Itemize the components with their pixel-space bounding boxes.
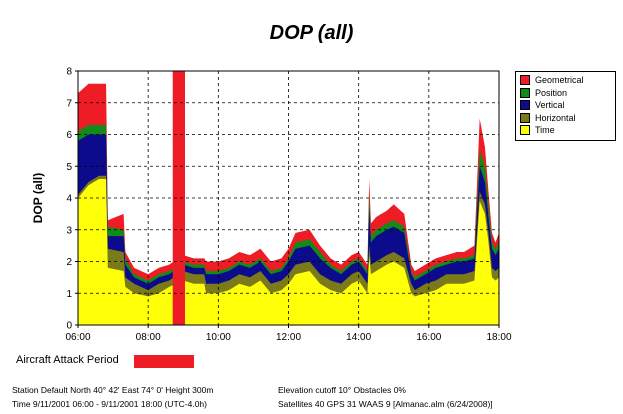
legend: Geometrical Position Vertical Horizontal Tim… bbox=[515, 71, 616, 141]
legend-item: Position bbox=[520, 87, 611, 100]
y-tick-label: 7 bbox=[66, 98, 72, 109]
x-tick-label: 12:00 bbox=[276, 332, 301, 343]
y-tick-label: 6 bbox=[66, 130, 72, 141]
legend-swatch bbox=[520, 112, 530, 123]
legend-swatch bbox=[520, 87, 530, 98]
y-tick-label: 1 bbox=[66, 289, 72, 300]
x-tick-label: 06:00 bbox=[65, 332, 90, 343]
y-tick-label: 8 bbox=[66, 67, 72, 78]
y-tick-label: 4 bbox=[66, 194, 72, 205]
legend-swatch bbox=[520, 75, 530, 86]
legend-label: Time bbox=[535, 125, 555, 136]
y-tick-label: 0 bbox=[66, 321, 72, 332]
attack-period-label: Aircraft Attack Period bbox=[16, 354, 119, 366]
y-tick-label: 5 bbox=[66, 162, 72, 173]
footer-satellites: Satellites 40 GPS 31 WAAS 9 [Almanac.alm… bbox=[278, 399, 493, 409]
legend-label: Vertical bbox=[535, 100, 565, 111]
legend-item: Geometrical bbox=[520, 74, 611, 87]
legend-label: Position bbox=[535, 87, 568, 98]
y-tick-label: 2 bbox=[66, 257, 72, 268]
x-tick-label: 08:00 bbox=[136, 332, 161, 343]
chart-title: DOP (all) bbox=[269, 22, 354, 44]
y-tick-label: 3 bbox=[66, 225, 72, 236]
legend-label: Horizontal bbox=[535, 112, 576, 123]
grid-layer bbox=[78, 71, 499, 325]
x-tick-label: 14:00 bbox=[346, 332, 371, 343]
legend-swatch bbox=[520, 100, 530, 111]
legend-item: Horizontal bbox=[520, 112, 611, 125]
y-axis-label: DOP (all) bbox=[31, 173, 45, 223]
footer-elevation: Elevation cutoff 10° Obstacles 0% bbox=[278, 385, 406, 395]
x-tick-label: 18:00 bbox=[486, 332, 511, 343]
tick-layer: 06:00 08:00 10:00 12:00 14:00 16:00 18:00 0 1 2 3 4… bbox=[65, 67, 511, 344]
legend-label: Geometrical bbox=[535, 75, 584, 86]
legend-item: Time bbox=[520, 124, 611, 137]
x-tick-label: 16:00 bbox=[416, 332, 441, 343]
footer-time: Time 9/11/2001 06:00 - 9/11/2001 18:00 (… bbox=[12, 399, 207, 409]
legend-item: Vertical bbox=[520, 99, 611, 112]
attack-period-swatch bbox=[134, 355, 194, 368]
footer-station: Station Default North 40° 42' East 74° 0… bbox=[12, 385, 214, 395]
legend-swatch bbox=[520, 125, 530, 136]
plot-layers bbox=[78, 71, 499, 325]
x-tick-label: 10:00 bbox=[206, 332, 231, 343]
